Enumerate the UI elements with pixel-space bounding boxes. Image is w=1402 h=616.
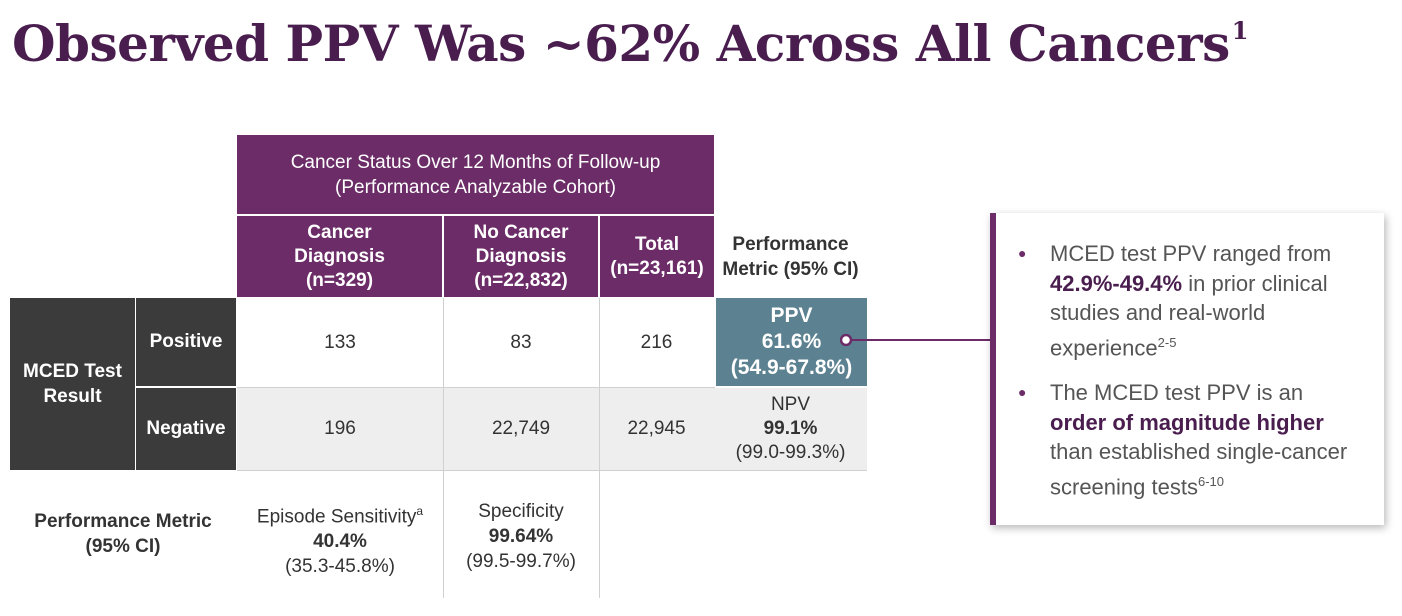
ppv-value: 61.6% <box>761 330 822 353</box>
callout-connector <box>840 334 990 346</box>
column-header-performance: Performance Metric (95% CI) <box>722 233 859 280</box>
grid-line <box>443 298 444 470</box>
specificity-ci: (99.5-99.7%) <box>466 551 576 572</box>
column-header-total: Total (n=23,161) <box>600 216 714 297</box>
specificity-value: 99.64% <box>488 526 554 547</box>
cell-negative-total: 22,945 <box>599 388 714 470</box>
row-group-label: MCED Test Result <box>10 298 135 470</box>
title-footnote: 1 <box>1231 16 1249 45</box>
cell-negative-cancer: 196 <box>237 388 443 470</box>
specificity-name: Specificity <box>478 501 564 522</box>
cell-sensitivity: Episode Sensitivitya 40.4% (35.3-45.8%) <box>237 470 443 598</box>
npv-ci: (99.0-99.3%) <box>735 442 846 463</box>
sensitivity-ci: (35.3-45.8%) <box>285 556 395 578</box>
callout-bullet-1: MCED test PPV ranged from 42.9%-49.4% in… <box>1018 239 1364 362</box>
cell-npv: NPV 99.1% (99.0-99.3%) <box>714 388 867 470</box>
sensitivity-footnote: a <box>416 504 424 518</box>
ppv-label: PPV <box>770 304 813 327</box>
grid-line <box>237 387 715 388</box>
cell-specificity: Specificity 99.64% (99.5-99.7%) <box>443 470 599 598</box>
grid-line <box>599 298 600 470</box>
sensitivity-name: Episode Sensitivity <box>256 506 417 528</box>
callout-bullet-2: The MCED test PPV is an order of magnitu… <box>1018 378 1364 501</box>
npv-value: 99.1% <box>763 418 818 439</box>
ppv-ci: (54.9-67.8%) <box>730 356 853 379</box>
row-label-positive: Positive <box>136 298 236 386</box>
grid-line <box>237 470 867 471</box>
sensitivity-value: 40.4% <box>313 531 367 553</box>
column-header-no-cancer: No Cancer Diagnosis (n=22,832) <box>444 216 598 297</box>
column-header-cancer: Cancer Diagnosis (n=329) <box>237 216 442 297</box>
table-header-cancer-status: Cancer Status Over 12 Months of Follow-u… <box>237 135 714 214</box>
cell-positive-cancer: 133 <box>237 298 443 387</box>
bottom-row-label: Performance Metric (95% CI) <box>34 511 212 557</box>
cell-positive-total: 216 <box>599 298 714 387</box>
callout-box: MCED test PPV ranged from 42.9%-49.4% in… <box>990 213 1384 525</box>
cell-positive-no-cancer: 83 <box>443 298 599 387</box>
row-label-negative: Negative <box>136 388 236 470</box>
page-title: Observed PPV Was ~62% Across All Cancers… <box>12 14 1249 73</box>
grid-line <box>599 470 600 598</box>
npv-label: NPV <box>770 394 811 415</box>
grid-line <box>443 470 444 598</box>
cell-negative-no-cancer: 22,749 <box>443 388 599 470</box>
